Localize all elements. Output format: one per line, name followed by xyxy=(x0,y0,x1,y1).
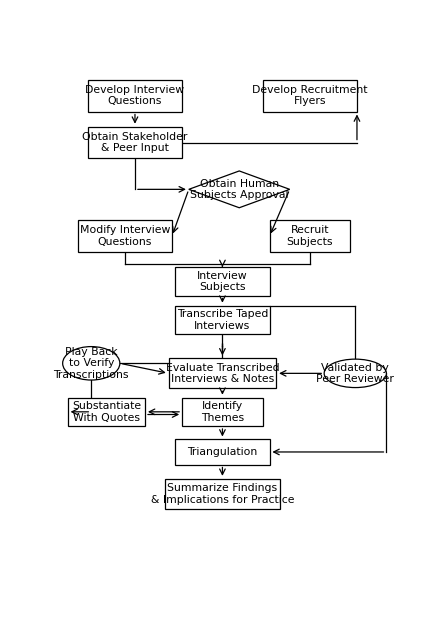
Text: Triangulation: Triangulation xyxy=(187,447,257,457)
FancyBboxPatch shape xyxy=(68,398,145,426)
FancyBboxPatch shape xyxy=(175,267,270,295)
Text: Interview
Subjects: Interview Subjects xyxy=(197,270,248,292)
Text: Obtain Human
Subjects Approval: Obtain Human Subjects Approval xyxy=(190,178,289,200)
Ellipse shape xyxy=(62,346,120,380)
FancyBboxPatch shape xyxy=(165,479,279,509)
FancyBboxPatch shape xyxy=(88,80,182,112)
Text: Develop Interview
Questions: Develop Interview Questions xyxy=(85,85,184,106)
Text: Recruit
Subjects: Recruit Subjects xyxy=(286,226,333,247)
Text: Substantiate
With Quotes: Substantiate With Quotes xyxy=(72,401,141,423)
FancyBboxPatch shape xyxy=(270,220,350,252)
Text: Play Back
to Verify
Transcriptions: Play Back to Verify Transcriptions xyxy=(53,346,129,380)
FancyBboxPatch shape xyxy=(175,306,270,334)
Text: Evaluate Transcribed
Interviews & Notes: Evaluate Transcribed Interviews & Notes xyxy=(166,362,279,384)
Text: Modify Interview
Questions: Modify Interview Questions xyxy=(80,226,170,247)
FancyBboxPatch shape xyxy=(175,440,270,464)
FancyBboxPatch shape xyxy=(263,80,357,112)
Text: Identify
Themes: Identify Themes xyxy=(201,401,244,423)
Text: Summarize Findings
& Implications for Practice: Summarize Findings & Implications for Pr… xyxy=(151,483,294,505)
Text: Validated by
Peer Reviewer: Validated by Peer Reviewer xyxy=(316,362,394,384)
FancyBboxPatch shape xyxy=(168,358,276,389)
FancyBboxPatch shape xyxy=(88,127,182,158)
Text: Develop Recruitment
Flyers: Develop Recruitment Flyers xyxy=(252,85,368,106)
FancyBboxPatch shape xyxy=(182,398,263,426)
Ellipse shape xyxy=(324,359,386,387)
Text: Transcribe Taped
Interviews: Transcribe Taped Interviews xyxy=(177,309,268,331)
Text: Obtain Stakeholder
& Peer Input: Obtain Stakeholder & Peer Input xyxy=(82,132,187,153)
Polygon shape xyxy=(189,171,290,208)
FancyBboxPatch shape xyxy=(78,220,172,252)
